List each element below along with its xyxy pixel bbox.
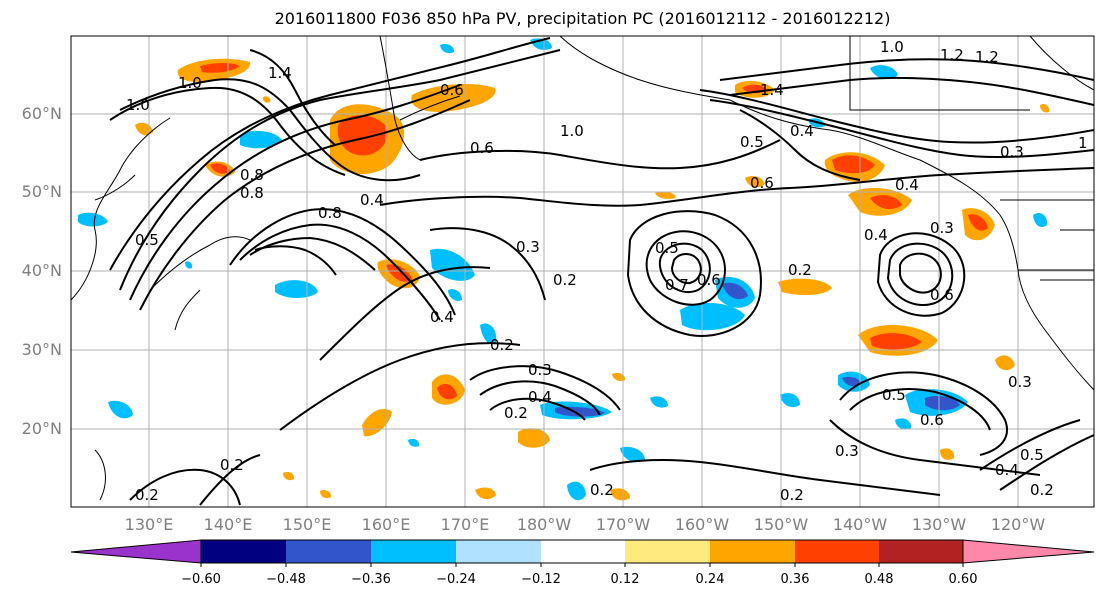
colorbar-segment — [795, 540, 879, 563]
pv-label: 0.8 — [240, 166, 264, 184]
pv-label: 1.4 — [760, 81, 784, 99]
lon-label: 170°W — [595, 515, 651, 534]
lat-label: 30°N — [21, 340, 62, 359]
map-border — [70, 35, 1095, 508]
pv-label: 0.7 — [665, 276, 689, 294]
pv-label: 0.5 — [1020, 446, 1044, 464]
colorbar-segment — [541, 540, 625, 563]
lon-label: 160°E — [361, 515, 411, 534]
pv-label: 0.3 — [930, 219, 954, 237]
lon-label: 150°E — [282, 515, 332, 534]
pv-label: 1.0 — [880, 38, 904, 56]
colorbar-tick-label: 0.24 — [695, 572, 725, 587]
pv-label: 1.0 — [126, 96, 150, 114]
pv-label: 0.2 — [780, 486, 804, 504]
colorbar-tick-label: 0.60 — [948, 572, 978, 587]
pv-label: 1.2 — [975, 48, 999, 66]
coastlines — [71, 36, 1094, 501]
lat-label: 60°N — [21, 104, 62, 123]
colorbar-segment — [371, 540, 456, 563]
colorbar-tick-label: −0.36 — [351, 572, 391, 587]
pv-label: 0.5 — [655, 239, 679, 257]
pv-label: 1.0 — [178, 74, 202, 92]
lon-label: 150°W — [753, 515, 809, 534]
pv-label: 0.2 — [220, 456, 244, 474]
pv-label: 0.4 — [995, 461, 1019, 479]
map-title: 2016011800 F036 850 hPa PV, precipitatio… — [274, 9, 891, 28]
lat-label: 40°N — [21, 261, 62, 280]
pv-label: 0.2 — [1030, 481, 1054, 499]
lon-label: 180°W — [516, 515, 572, 534]
lon-label: 140°W — [832, 515, 888, 534]
colorbar-extend-right — [962, 539, 1095, 564]
pv-label: 1.0 — [560, 122, 584, 140]
pv-label: 1 — [1078, 134, 1088, 152]
pv-label: 0.6 — [920, 411, 944, 429]
lat-label: 50°N — [21, 182, 62, 201]
lon-label: 130°W — [911, 515, 967, 534]
colorbar-tick-label: −0.24 — [436, 572, 476, 587]
pv-label: 0.4 — [864, 226, 888, 244]
colorbar-segment — [286, 540, 371, 563]
pv-label: 0.4 — [528, 388, 552, 406]
pv-label: 0.4 — [895, 176, 919, 194]
colorbar-tick-label: −0.48 — [266, 572, 306, 587]
colorbar-tick-label: 0.36 — [780, 572, 810, 587]
lon-label: 140°E — [203, 515, 253, 534]
lon-label: 130°E — [124, 515, 174, 534]
graticule — [71, 36, 1094, 507]
pv-label: 0.2 — [504, 404, 528, 422]
pv-label: 0.6 — [697, 271, 721, 289]
lon-label: 120°W — [990, 515, 1046, 534]
pv-label: 1.2 — [940, 46, 964, 64]
pv-label: 0.2 — [788, 261, 812, 279]
pv-label: 0.8 — [318, 204, 342, 222]
pv-label: 0.3 — [835, 442, 859, 460]
pv-label: 0.3 — [1000, 143, 1024, 161]
pv-label: 0.2 — [590, 481, 614, 499]
pv-label: 0.8 — [240, 184, 264, 202]
pv-label: 0.6 — [440, 81, 464, 99]
pv-label: 0.6 — [930, 286, 954, 304]
colorbar — [70, 539, 1095, 567]
pv-label: 0.3 — [516, 238, 540, 256]
pv-label: 0.2 — [490, 336, 514, 354]
colorbar-segment — [456, 540, 541, 563]
colorbar-segment — [201, 540, 286, 563]
colorbar-extend-left — [70, 539, 202, 564]
pv-label: 0.6 — [750, 174, 774, 192]
lat-label: 20°N — [21, 419, 62, 438]
colorbar-tick-label: 0.48 — [864, 572, 894, 587]
lon-label: 160°W — [674, 515, 730, 534]
colorbar-segment — [625, 540, 710, 563]
pv-label: 0.3 — [1008, 373, 1032, 391]
pv-label: 0.5 — [135, 231, 159, 249]
pv-label: 0.4 — [790, 122, 814, 140]
pv-label: 0.4 — [360, 191, 384, 209]
colorbar-tick-label: −0.12 — [521, 572, 561, 587]
pv-label: 0.5 — [882, 386, 906, 404]
pv-label: 0.2 — [553, 271, 577, 289]
lon-label: 170°E — [440, 515, 490, 534]
pv-label: 0.3 — [528, 361, 552, 379]
colorbar-segment — [710, 540, 795, 563]
colorbar-tick-label: 0.12 — [610, 572, 640, 587]
pv-label: 0.5 — [740, 133, 764, 151]
colorbar-tick-label: −0.60 — [181, 572, 221, 587]
pv-label: 0.6 — [470, 139, 494, 157]
pv-label: 1.4 — [268, 64, 292, 82]
pv-label: 0.4 — [430, 308, 454, 326]
colorbar-segment — [879, 540, 963, 563]
pv-contour-labels: 1.0 1.4 0.6 1.2 1.0 1.4 0.5 0.4 1.0 0.6 … — [126, 38, 1088, 504]
pv-contours — [109, 37, 1094, 506]
pv-label: 0.2 — [135, 486, 159, 504]
